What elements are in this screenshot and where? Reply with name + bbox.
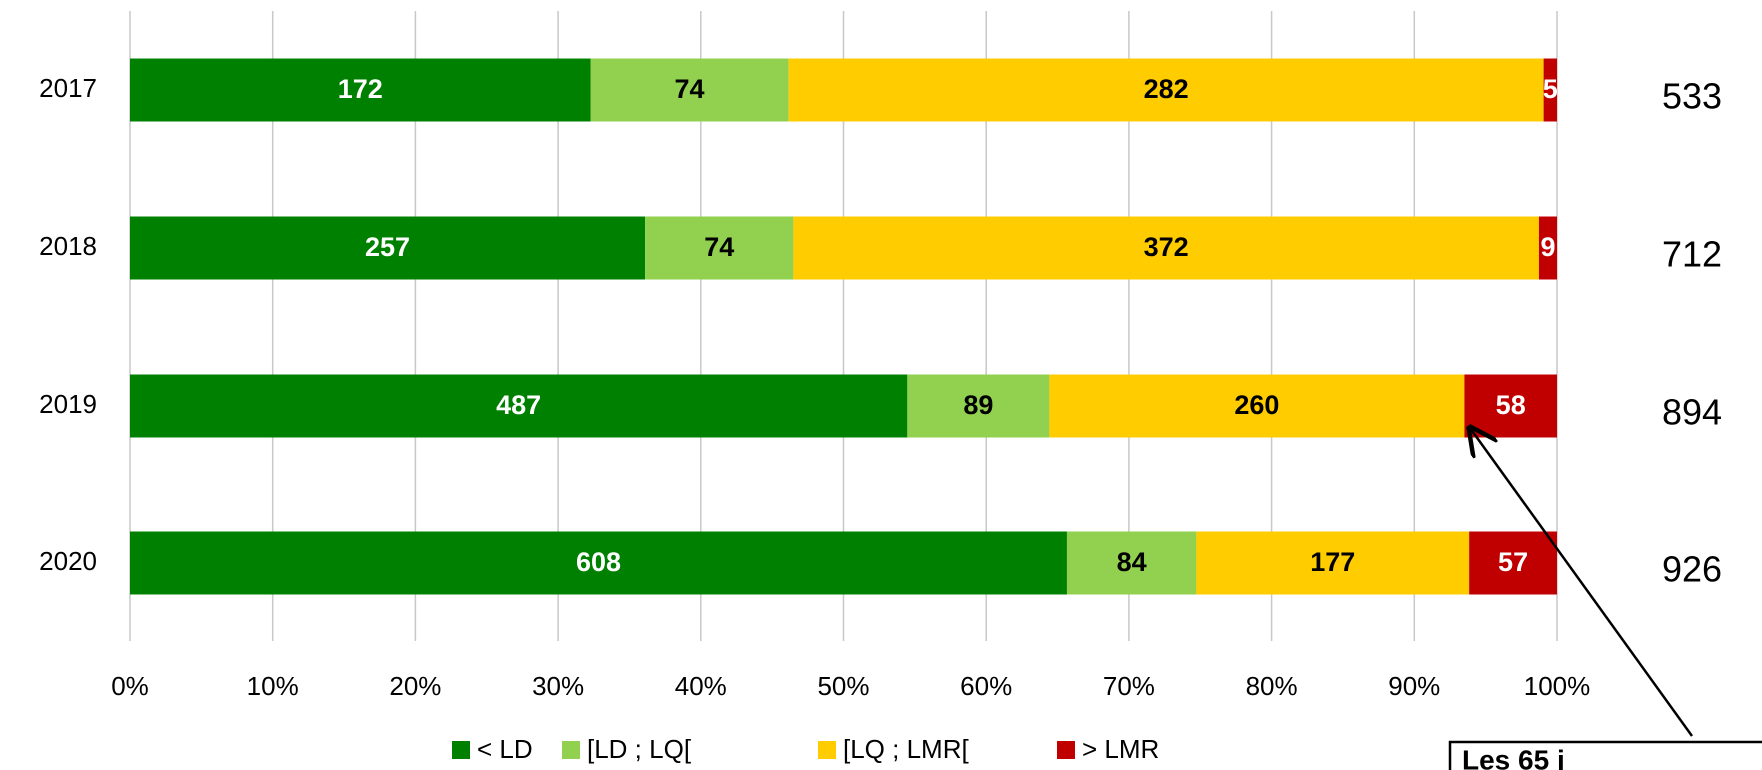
bar-segment xyxy=(130,58,591,122)
data-label: 487 xyxy=(496,390,541,420)
bar-segment xyxy=(130,374,908,438)
x-tick-label: 90% xyxy=(1388,671,1440,701)
legend-label: < LD xyxy=(477,734,533,764)
x-tick-label: 0% xyxy=(111,671,149,701)
x-tick-label: 30% xyxy=(532,671,584,701)
x-tick-label: 70% xyxy=(1103,671,1155,701)
bar-segment xyxy=(130,216,646,280)
bar-segment xyxy=(1543,58,1557,122)
data-label: 372 xyxy=(1144,232,1189,262)
annotation-arrow xyxy=(1470,428,1694,737)
data-label: 5 xyxy=(1543,74,1558,104)
x-tick-label: 40% xyxy=(675,671,727,701)
data-label: 9 xyxy=(1540,232,1555,262)
row-total: 926 xyxy=(1662,549,1722,590)
data-label: 57 xyxy=(1498,547,1528,577)
bar-segment xyxy=(793,216,1539,280)
bar-segment xyxy=(1538,216,1557,280)
x-tick-label: 60% xyxy=(960,671,1012,701)
annotation-box xyxy=(1448,740,1762,770)
bar-segment xyxy=(590,58,789,122)
y-tick-label: 2017 xyxy=(39,73,97,103)
bar-segment xyxy=(1469,531,1557,595)
legend-label: > LMR xyxy=(1082,734,1159,764)
bar-segment xyxy=(907,374,1050,438)
data-label: 260 xyxy=(1234,390,1279,420)
data-label: 257 xyxy=(365,232,410,262)
bar-segment xyxy=(1049,374,1465,438)
bar-segment xyxy=(1196,531,1470,595)
x-tick-label: 50% xyxy=(817,671,869,701)
bar-segment xyxy=(788,58,1544,122)
legend-swatch xyxy=(818,741,836,759)
legend-swatch xyxy=(452,741,470,759)
x-tick-label: 20% xyxy=(389,671,441,701)
data-label: 177 xyxy=(1310,547,1355,577)
legend-label: [LQ ; LMR[ xyxy=(843,734,969,764)
data-label: 172 xyxy=(338,74,383,104)
x-tick-label: 100% xyxy=(1524,671,1591,701)
bar-segment xyxy=(1066,531,1197,595)
data-label: 74 xyxy=(675,74,705,104)
legend-label: [LD ; LQ[ xyxy=(587,734,692,764)
legend-swatch xyxy=(562,741,580,759)
row-total: 894 xyxy=(1662,392,1722,433)
annotation: Les 65 j xyxy=(1462,744,1565,770)
data-label: 84 xyxy=(1117,547,1147,577)
x-tick-label: 80% xyxy=(1246,671,1298,701)
bar-segment xyxy=(130,531,1067,595)
data-label: 58 xyxy=(1496,390,1526,420)
y-tick-label: 2020 xyxy=(39,546,97,576)
data-label: 608 xyxy=(576,547,621,577)
row-total: 712 xyxy=(1662,234,1722,275)
bars xyxy=(130,58,1557,595)
data-label: 282 xyxy=(1144,74,1189,104)
y-tick-label: 2018 xyxy=(39,231,97,261)
row-total: 533 xyxy=(1662,76,1722,117)
x-tick-label: 10% xyxy=(247,671,299,701)
bar-segment xyxy=(645,216,794,280)
data-label: 74 xyxy=(704,232,734,262)
y-tick-label: 2019 xyxy=(39,389,97,419)
legend-swatch xyxy=(1057,741,1075,759)
data-label: 89 xyxy=(963,390,993,420)
